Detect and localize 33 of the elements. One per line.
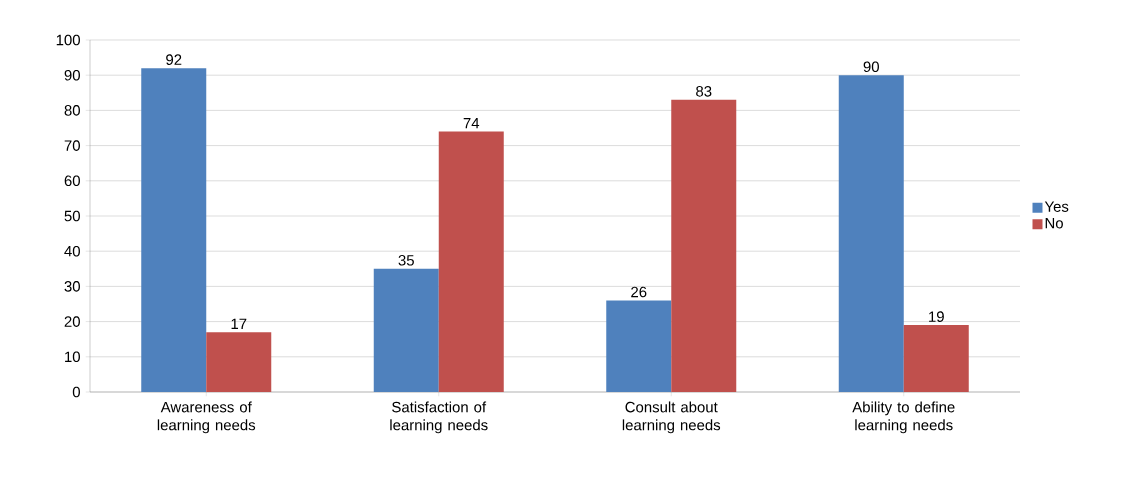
y-tick-label: 70	[64, 140, 80, 151]
legend-label: No	[1045, 217, 1063, 229]
y-tick-label: 20	[64, 316, 80, 327]
bar	[671, 99, 737, 392]
y-tick-label: 10	[65, 351, 80, 363]
y-tick-label: 0	[72, 386, 80, 398]
y-tick-label: 100	[56, 34, 80, 46]
data-label: 74	[463, 118, 480, 129]
bar	[903, 325, 969, 392]
data-label: 19	[929, 311, 944, 322]
y-tick-label: 60	[64, 175, 80, 187]
x-tick-label: Awareness of learning needs	[157, 401, 256, 434]
y-tick-label: 80	[64, 105, 80, 116]
bar	[838, 75, 904, 392]
y-tick-label: 90	[64, 69, 80, 81]
bar	[373, 268, 439, 392]
data-label: 26	[631, 286, 647, 298]
data-label: 90	[863, 61, 879, 72]
y-tick-label: 50	[64, 210, 80, 222]
y-tick-label: 30	[64, 281, 80, 292]
legend-label: Yes	[1044, 201, 1069, 212]
bar	[141, 68, 207, 392]
x-tick-label: Consult about learning needs	[622, 401, 721, 434]
bar	[438, 131, 504, 392]
x-tick-label: Satisfaction of learning needs	[390, 401, 488, 434]
bar	[206, 332, 272, 392]
data-label: 35	[398, 255, 414, 266]
bar	[606, 300, 672, 392]
data-label: 83	[696, 86, 712, 97]
data-label: 92	[166, 54, 182, 65]
data-label: 17	[231, 318, 247, 329]
x-tick-label: Ability to define learning needs	[852, 401, 955, 434]
y-tick-label: 40	[64, 245, 80, 257]
